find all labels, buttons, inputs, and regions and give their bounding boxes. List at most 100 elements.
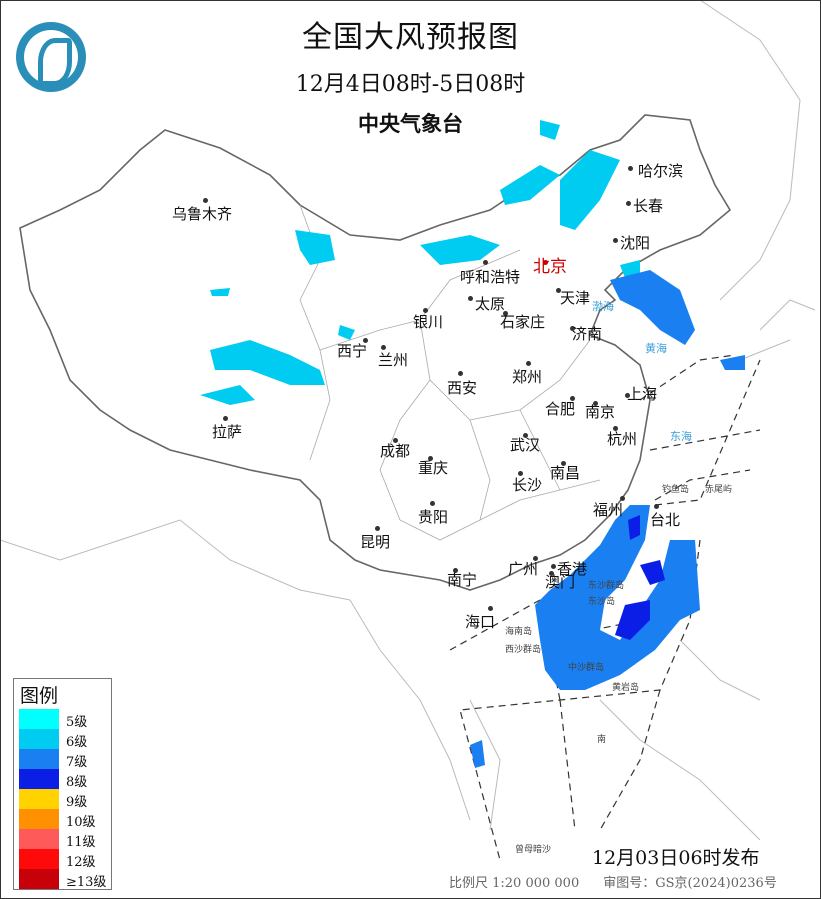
legend-label: 12级 xyxy=(66,855,96,870)
city-marker xyxy=(613,426,618,431)
city-marker xyxy=(518,471,523,476)
city-marker xyxy=(626,201,631,206)
city-marker xyxy=(363,338,368,343)
legend-label: 8级 xyxy=(66,775,88,790)
island-label: 海南岛 xyxy=(505,627,533,637)
city-marker xyxy=(625,393,630,398)
city-label: 太原 xyxy=(475,295,506,313)
city-label: 沈阳 xyxy=(620,234,651,252)
forecast-period: 12月4日08时-5日08时 xyxy=(295,72,526,97)
city-label: 银川 xyxy=(413,313,444,331)
city-marker xyxy=(620,496,625,501)
sea-label: 黄海 xyxy=(645,342,667,355)
city-marker xyxy=(223,416,228,421)
city-label: 贵阳 xyxy=(418,508,449,526)
legend-item: 10级 xyxy=(19,809,109,830)
city-marker xyxy=(428,456,433,461)
island-label: 东沙岛 xyxy=(588,597,616,607)
sea-dashed-lines xyxy=(449,354,761,861)
sea-label: 东海 xyxy=(670,430,692,443)
island-label: 南 xyxy=(597,735,607,745)
city-label: 南京 xyxy=(585,403,616,421)
island-label: 钓鱼岛 xyxy=(662,485,690,495)
issuer: 中央气象台 xyxy=(358,111,463,136)
city-marker xyxy=(393,438,398,443)
city-label: 拉萨 xyxy=(212,423,243,441)
china-boundary xyxy=(19,114,732,591)
island-label: 赤尾屿 xyxy=(705,485,733,495)
city-label: 长春 xyxy=(633,197,664,215)
city-marker xyxy=(570,396,575,401)
legend-label: 9级 xyxy=(66,795,88,810)
city-label: 成都 xyxy=(380,442,411,460)
city-marker xyxy=(483,260,488,265)
legend-swatch xyxy=(19,749,59,769)
city-marker xyxy=(453,568,458,573)
legend-title: 图例 xyxy=(20,685,59,707)
city-label: 天津 xyxy=(560,289,591,307)
map-title: 全国大风预报图 xyxy=(302,20,519,55)
wind-level-7-areas xyxy=(470,270,745,768)
city-marker xyxy=(381,345,386,350)
city-label: 海口 xyxy=(465,613,496,631)
island-label: 中沙群岛 xyxy=(568,663,605,673)
city-marker xyxy=(458,371,463,376)
city-label: 台北 xyxy=(650,511,681,529)
city-label: 西安 xyxy=(447,379,478,397)
city-label: 武汉 xyxy=(510,436,541,454)
city-marker xyxy=(523,433,528,438)
city-label: 郑州 xyxy=(512,368,543,386)
city-label: 济南 xyxy=(572,325,603,343)
legend-label: 5级 xyxy=(66,715,88,730)
city-marker xyxy=(551,564,556,569)
city-marker xyxy=(556,288,561,293)
city-label: 杭州 xyxy=(607,430,638,448)
legend-swatch xyxy=(19,849,59,869)
city-marker xyxy=(533,556,538,561)
city-marker xyxy=(526,361,531,366)
issue-time: 12月03日06时发布 xyxy=(592,847,760,869)
legend-swatch xyxy=(19,709,59,729)
legend-swatch xyxy=(19,769,59,789)
city-marker xyxy=(613,238,618,243)
legend-item: 5级 xyxy=(19,709,109,730)
legend-item: 8级 xyxy=(19,769,109,790)
city-marker xyxy=(593,401,598,406)
city-label: 福州 xyxy=(593,501,624,519)
legend-item: 11级 xyxy=(19,829,109,850)
city-marker xyxy=(503,311,508,316)
city-marker xyxy=(488,606,493,611)
legend-swatch xyxy=(19,729,59,749)
footer: 比例尺 1:20 000 000 审图号：GS京(2024)0236号 xyxy=(449,872,801,891)
island-label: 东沙群岛 xyxy=(588,581,625,591)
legend-swatch xyxy=(19,829,59,849)
city-label: 澳门 xyxy=(545,573,576,591)
city-label: 兰州 xyxy=(378,351,409,369)
wind-level-8-areas xyxy=(615,515,665,640)
city-marker xyxy=(654,504,659,509)
city-label: 南昌 xyxy=(550,464,581,482)
city-label: 北京 xyxy=(533,257,567,277)
sea-label: 渤海 xyxy=(592,300,614,313)
legend-item: 6级 xyxy=(19,729,109,750)
city-marker xyxy=(549,571,554,576)
neighbor-boundaries xyxy=(0,0,816,841)
city-marker xyxy=(561,461,566,466)
legend-label: ≥13级 xyxy=(66,875,107,890)
legend-label: 6级 xyxy=(66,735,88,750)
city-label: 西宁 xyxy=(337,342,368,360)
city-label: 上海 xyxy=(627,385,658,403)
legend-swatch xyxy=(19,809,59,829)
city-label: 乌鲁木齐 xyxy=(172,205,233,223)
city-label: 广州 xyxy=(508,560,539,578)
city-marker xyxy=(468,296,473,301)
legend: 图例 5级 6级 7级 8级 9级 10级 11级 12级 ≥13级 xyxy=(13,678,112,890)
island-label: 曾母暗沙 xyxy=(515,845,552,855)
legend-label: 7级 xyxy=(66,755,88,770)
legend-item: 7级 xyxy=(19,749,109,770)
city-marker xyxy=(375,526,380,531)
city-marker xyxy=(423,308,428,313)
legend-swatch xyxy=(19,789,59,809)
